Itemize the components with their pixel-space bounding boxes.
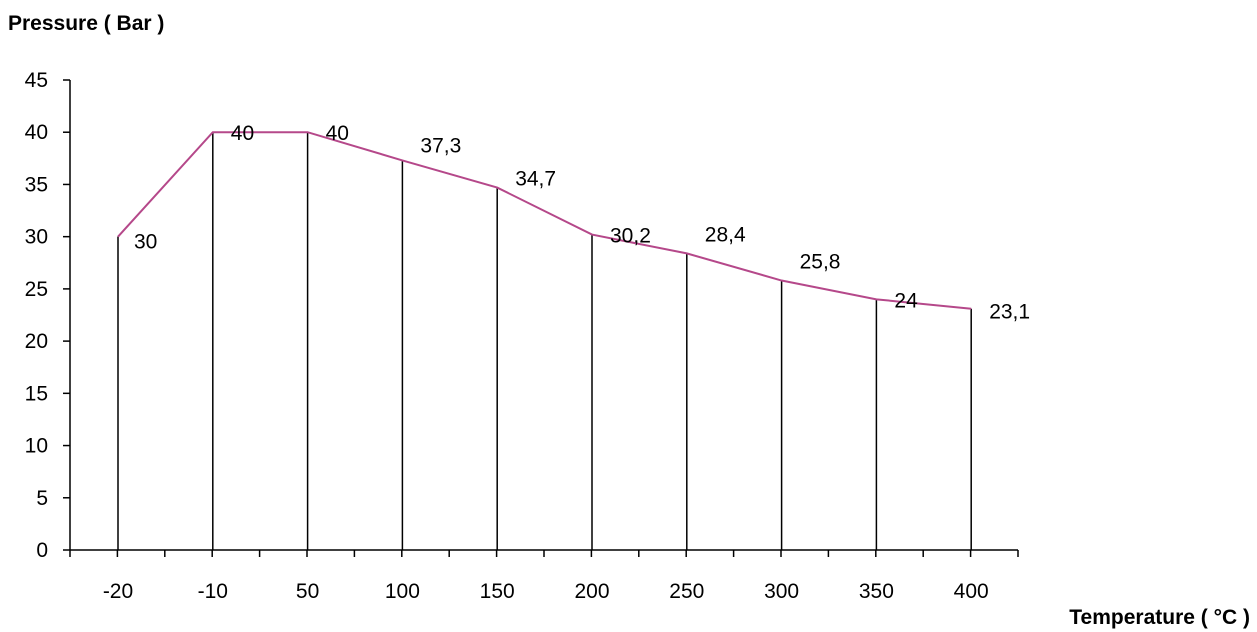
y-tick-label: 25: [25, 278, 48, 301]
y-tick-label: 10: [25, 435, 48, 458]
data-label: 28,4: [705, 223, 746, 246]
y-tick-label: 20: [25, 330, 48, 353]
x-tick-label: 250: [669, 580, 704, 603]
x-tick-label: 350: [859, 580, 894, 603]
data-label: 40: [326, 122, 349, 145]
y-tick-label: 45: [25, 69, 48, 92]
y-tick-label: 30: [25, 226, 48, 249]
x-tick-label: 300: [764, 580, 799, 603]
x-tick-label: 50: [296, 580, 319, 603]
y-tick-label: 35: [25, 173, 48, 196]
data-label: 25,8: [800, 251, 841, 274]
x-tick-label: -20: [103, 580, 133, 603]
y-tick-label: 5: [36, 487, 48, 510]
x-tick-label: -10: [198, 580, 228, 603]
drop-lines: [117, 132, 972, 550]
data-label: 30: [134, 231, 157, 254]
data-label: 30,2: [610, 225, 651, 248]
data-label: 40: [231, 122, 254, 145]
x-axis-title: Temperature ( °C ): [1069, 606, 1250, 629]
y-axis-ticks: 0 5 10 15 20 25 30 35 40 45: [25, 69, 70, 562]
x-tick-label: 400: [954, 580, 989, 603]
x-tick-label: 100: [385, 580, 420, 603]
x-tick-label: 150: [480, 580, 515, 603]
x-axis-ticks: -20 -10 50 100 150 200 250 300 350 400: [69, 550, 1019, 603]
data-label: 23,1: [989, 301, 1030, 324]
data-label: 24: [894, 289, 918, 312]
x-tick-label: 200: [574, 580, 609, 603]
data-label: 37,3: [420, 134, 461, 157]
data-label: 34,7: [515, 168, 556, 191]
data-labels: 30 40 40 37,3 34,7 30,2 28,4 25,8 24 23,1: [134, 122, 1030, 324]
series-line: [117, 131, 972, 310]
y-tick-label: 0: [36, 539, 48, 562]
y-tick-label: 15: [25, 382, 48, 405]
y-tick-label: 40: [25, 121, 48, 144]
y-axis-title: Pressure ( Bar ): [8, 12, 164, 35]
